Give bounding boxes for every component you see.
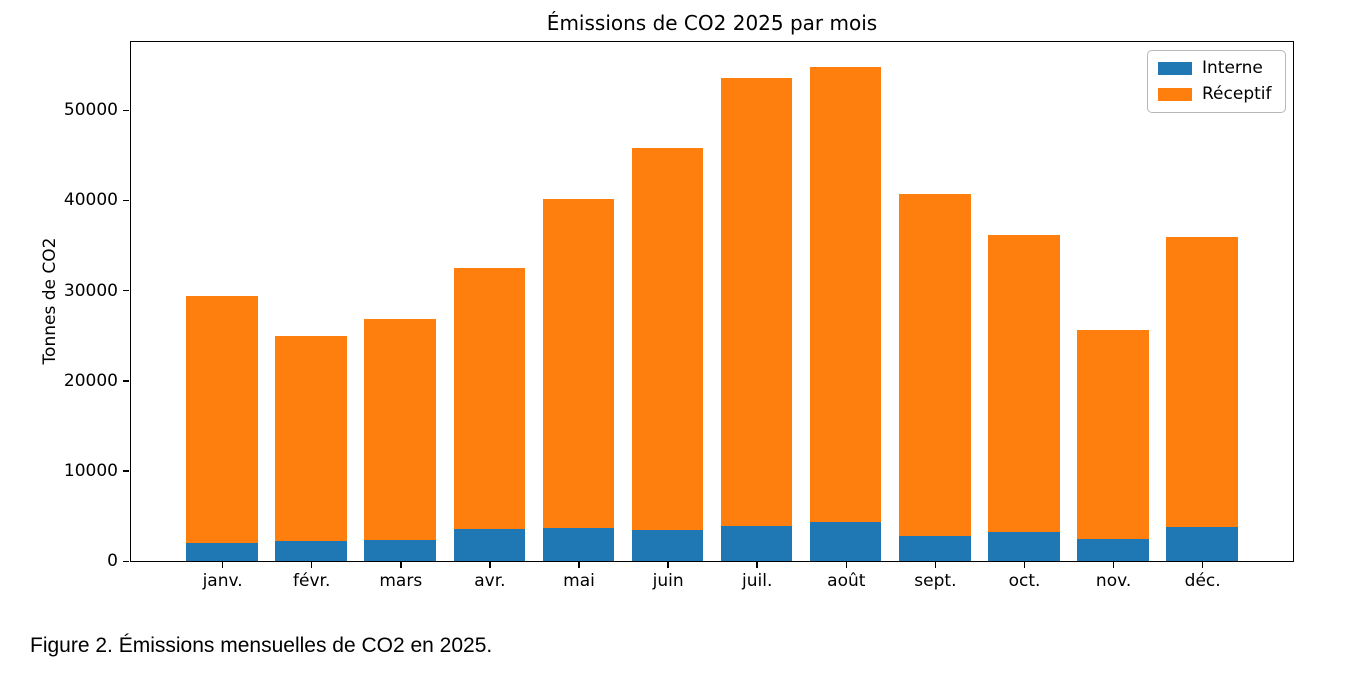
y-tick-label-30000: 30000 (63, 280, 118, 301)
x-tick-mark-nov (1112, 562, 1115, 568)
x-tick-label-nov: nov. (1095, 571, 1132, 591)
x-tick-label-janv: janv. (202, 571, 243, 591)
bar-sept-interne (899, 535, 971, 561)
x-tick-mark-déc (1201, 562, 1204, 568)
bar-nov-receptif (1077, 330, 1149, 540)
x-tick-mark-mai (578, 562, 580, 568)
y-tick-label-40000: 40000 (63, 190, 118, 211)
x-tick-mark-févr (310, 562, 313, 568)
bar-déc-interne (1166, 526, 1238, 561)
x-tick-mark-juil (756, 562, 758, 568)
bar-août-receptif (809, 66, 882, 523)
x-tick-mark-janv (221, 562, 224, 568)
y-tick-mark-30000 (122, 289, 129, 292)
x-tick-mark-août (845, 562, 848, 568)
legend-row-interne: Interne (1158, 58, 1275, 79)
x-tick-label-août: août (827, 571, 866, 591)
bar-mars-interne (364, 540, 436, 561)
x-tick-mark-juin (667, 562, 669, 568)
bar-mars-receptif (364, 319, 436, 541)
x-tick-mark-mars (400, 562, 402, 568)
bar-mai-interne (542, 527, 615, 561)
chart-title: Émissions de CO2 2025 par mois (546, 11, 878, 35)
y-tick-label-10000: 10000 (63, 461, 118, 482)
legend-swatch-icon (1158, 88, 1192, 101)
x-tick-label-juil: juil. (742, 571, 773, 591)
bar-juin-interne (631, 530, 704, 561)
x-tick-label-déc: déc. (1184, 571, 1221, 591)
x-tick-label-oct: oct. (1008, 571, 1041, 591)
legend-label: Réceptif (1202, 84, 1272, 104)
bar-déc-receptif (1166, 237, 1238, 527)
figure-caption: Figure 2. Émissions mensuelles de CO2 en… (30, 634, 493, 657)
y-axis-label: Tonnes de CO2 (40, 237, 60, 365)
legend-swatch-icon (1158, 62, 1192, 75)
bar-juil-receptif (720, 77, 793, 526)
y-tick-mark-0 (122, 560, 129, 562)
x-tick-label-avr: avr. (474, 571, 506, 591)
y-tick-label-0: 0 (107, 551, 118, 572)
legend: Interne Réceptif (1147, 50, 1286, 113)
bar-avr-receptif (453, 267, 526, 530)
bar-juin-receptif (631, 147, 704, 531)
x-tick-label-juin: juin (652, 571, 684, 591)
x-tick-label-mai: mai (563, 571, 595, 591)
x-tick-label-mars: mars (379, 571, 423, 591)
y-tick-label-50000: 50000 (63, 100, 118, 121)
bar-juil-interne (720, 525, 793, 561)
bar-janv-receptif (186, 295, 258, 543)
bar-nov-interne (1077, 539, 1149, 561)
y-tick-mark-40000 (122, 199, 129, 202)
x-tick-mark-oct (1023, 562, 1026, 568)
plot-area (130, 41, 1294, 562)
bar-oct-interne (988, 532, 1060, 561)
bar-août-interne (809, 522, 882, 561)
legend-label: Interne (1202, 58, 1263, 78)
x-tick-label-sept: sept. (914, 571, 957, 591)
x-tick-mark-avr (489, 562, 491, 568)
legend-row-receptif: Réceptif (1158, 84, 1275, 105)
y-tick-mark-10000 (122, 470, 129, 472)
x-tick-mark-sept (934, 562, 937, 568)
bar-févr-interne (275, 541, 347, 561)
bar-sept-receptif (899, 193, 971, 536)
bar-janv-interne (186, 542, 258, 561)
x-tick-label-févr: févr. (293, 571, 331, 591)
bar-mai-receptif (542, 199, 615, 528)
bar-oct-receptif (988, 235, 1060, 533)
bar-févr-receptif (275, 335, 347, 542)
y-tick-label-20000: 20000 (63, 370, 118, 391)
bar-avr-interne (453, 529, 526, 561)
y-tick-mark-20000 (122, 380, 129, 382)
y-tick-mark-50000 (122, 109, 129, 111)
